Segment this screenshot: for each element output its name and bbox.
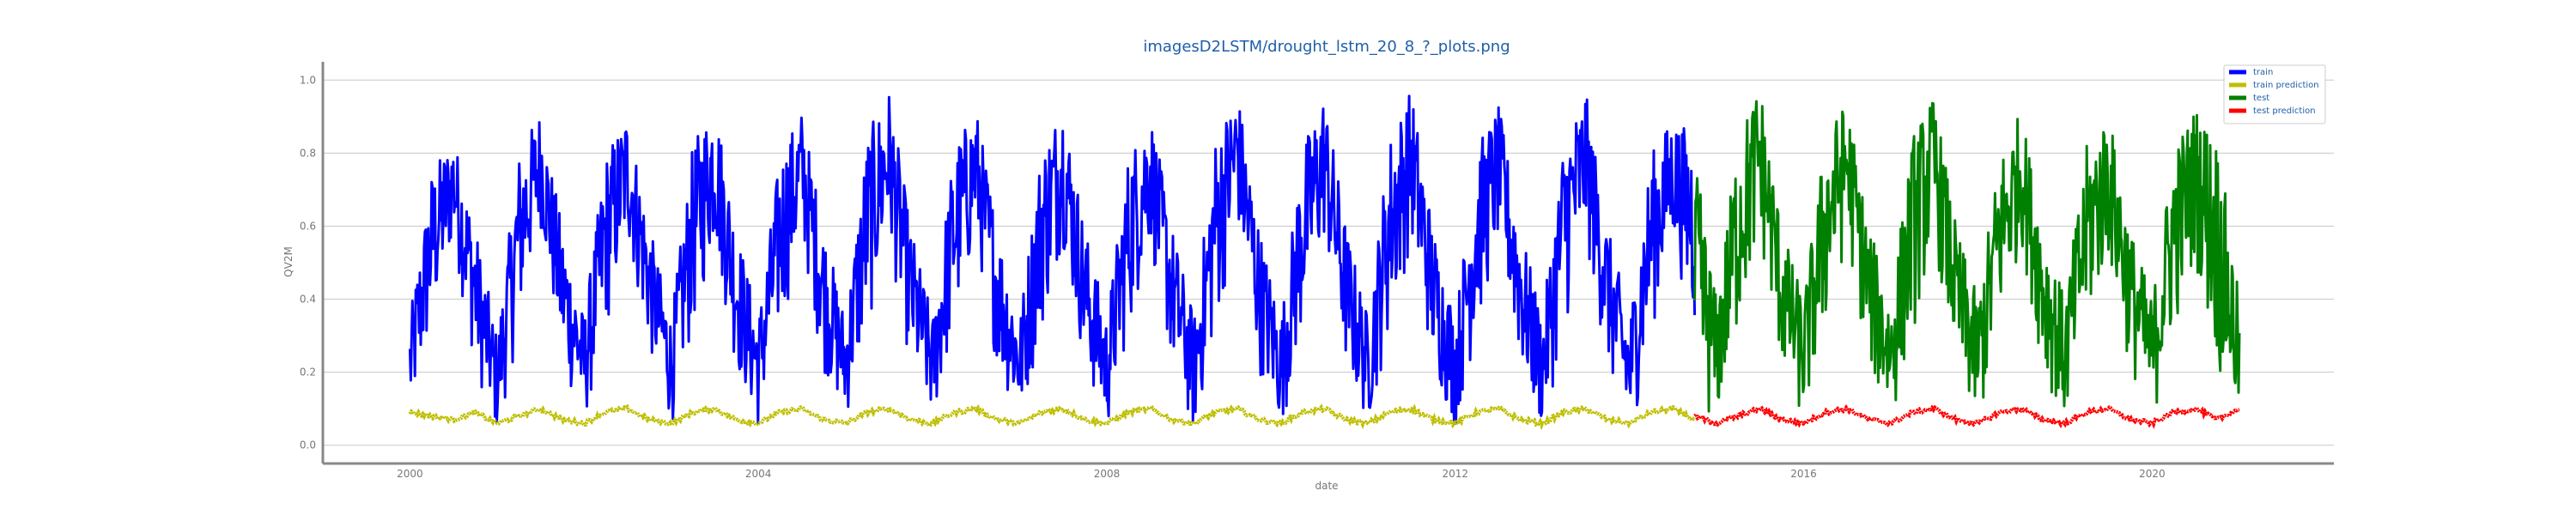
x-tick-label: 2012 <box>1442 468 1468 480</box>
y-tick-label: 0.6 <box>300 220 316 232</box>
tick-labels: 0.0 0.2 0.4 0.6 0.8 1.0 2000 2004 2008 2012 2016 20… <box>300 74 2166 480</box>
series-layer <box>408 94 2241 431</box>
legend-label: test <box>2253 94 2269 103</box>
y-tick-label: 0.2 <box>300 367 316 379</box>
chart-title: imagesD2LSTM/drought_lstm_20_8_?_plots.p… <box>1143 38 1510 56</box>
y-tick-label: 0.0 <box>300 439 316 451</box>
axes <box>321 62 2334 465</box>
legend-label: train prediction <box>2253 81 2319 90</box>
legend-label: train <box>2253 68 2273 77</box>
y-tick-label: 0.4 <box>300 294 316 306</box>
legend-label: test prediction <box>2253 106 2316 116</box>
series-line-train <box>408 94 1697 426</box>
series-line-test-prediction <box>1693 403 2240 429</box>
x-tick-label: 2008 <box>1094 468 1121 480</box>
x-tick-label: 2016 <box>1790 468 1817 480</box>
x-tick-label: 2000 <box>397 468 423 480</box>
legend: train train prediction test test prediction <box>2223 64 2326 124</box>
y-tick-label: 0.8 <box>300 147 316 159</box>
x-tick-label: 2004 <box>745 468 772 480</box>
series-line-train-prediction <box>408 403 1697 431</box>
legend-box <box>2223 64 2326 124</box>
y-tick-label: 1.0 <box>300 74 316 86</box>
x-tick-label: 2020 <box>2139 468 2166 480</box>
x-axis-label: date <box>1315 480 1338 492</box>
series-line-test <box>1693 100 2241 413</box>
y-axis-label: QV2M <box>283 246 295 277</box>
